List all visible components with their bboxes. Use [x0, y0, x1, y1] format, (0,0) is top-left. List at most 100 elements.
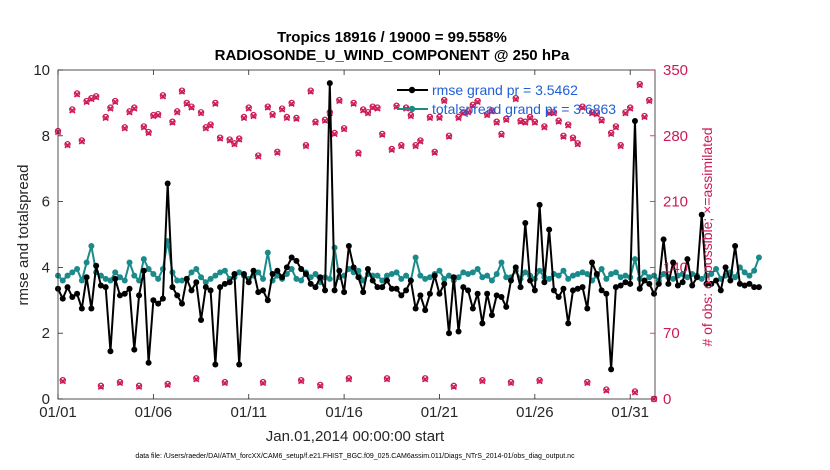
obs-possible-point	[135, 382, 143, 390]
rmse-point	[522, 219, 529, 226]
rmse-point	[589, 259, 596, 266]
obs-assimilated-point	[278, 106, 286, 113]
obs-assimilated-point	[350, 100, 357, 108]
rmse-point	[455, 328, 462, 335]
rmse-point	[164, 180, 171, 187]
totalspread-point	[178, 277, 185, 284]
obs-assimilated-point	[441, 97, 448, 105]
totalspread-point	[293, 275, 300, 282]
rmse-point	[393, 285, 400, 292]
totalspread-point	[751, 267, 758, 274]
obs-assimilated-point	[154, 111, 162, 119]
rmse-point	[169, 284, 176, 291]
rmse-point	[412, 305, 419, 312]
obs-possible-point	[603, 386, 610, 393]
obs-assimilated-point	[164, 381, 171, 389]
obs-assimilated-point	[360, 107, 367, 114]
rmse-point	[603, 290, 610, 297]
totalspread-point	[150, 270, 157, 277]
obs-possible-point	[345, 375, 353, 382]
obs-assimilated-point	[550, 110, 558, 117]
totalspread-point	[493, 270, 500, 277]
totalspread-point	[670, 275, 677, 282]
obs-assimilated-point	[612, 124, 620, 131]
obs-possible-point	[436, 113, 443, 121]
plot-area	[54, 80, 762, 403]
rmse-point	[436, 290, 443, 297]
obs-possible-point	[69, 106, 76, 113]
legend-spread-marker	[408, 105, 416, 113]
obs-assimilated-point	[379, 131, 386, 139]
totalspread-point	[140, 256, 147, 263]
totalspread-point	[69, 269, 76, 276]
rmse-point	[74, 290, 81, 297]
y-axis-label: rmse and totalspread	[15, 165, 32, 306]
rmse-point	[612, 284, 619, 291]
totalspread-point	[651, 272, 658, 279]
rmse-point	[722, 264, 729, 271]
obs-possible-point	[536, 377, 543, 384]
rmse-point	[312, 284, 319, 291]
axis-ticks: 01/01 01/06 01/11 01/16 01/21 01/26 01/31 0 2 4 6 8…	[33, 62, 688, 421]
obs-assimilated-point	[59, 377, 66, 385]
rmse-point	[322, 287, 329, 294]
obs-assimilated-point	[97, 383, 105, 390]
obs-assimilated-point	[627, 105, 634, 112]
obs-possible-point	[221, 378, 229, 386]
legend-spread-label: totalspread grand pr = 3.6863	[432, 101, 616, 117]
obs-possible-point	[421, 375, 429, 382]
obs-assimilated-point	[598, 117, 605, 124]
obs-possible-point	[73, 90, 81, 97]
totalspread-point	[698, 275, 705, 282]
totalspread-point	[198, 274, 205, 281]
totalspread-point	[479, 274, 486, 281]
obs-assimilated-point	[293, 115, 300, 123]
rmse-point	[593, 270, 600, 277]
obs-assimilated-point	[560, 133, 567, 140]
totalspread-point	[560, 267, 567, 274]
rmse-point	[584, 305, 591, 312]
x-axis-label: Jan.01,2014 00:00:00 start	[266, 428, 445, 445]
obs-assimilated-point	[140, 124, 147, 131]
totalspread-point	[746, 272, 753, 279]
obs-possible-point	[507, 378, 515, 386]
obs-assimilated-point	[269, 111, 276, 119]
rmse-point	[174, 292, 181, 299]
rmse-point	[298, 266, 305, 273]
rmse-point	[145, 359, 152, 366]
obs-possible-point	[503, 115, 510, 123]
totalspread-point	[83, 259, 90, 266]
totalspread-point	[713, 266, 720, 273]
axes-frame	[57, 69, 656, 400]
totalspread-point	[579, 269, 586, 276]
rmse-point	[140, 267, 147, 274]
rmse-point	[83, 274, 90, 281]
y-axis-label-right: # of obs: o=possible; ×=assimilated	[699, 127, 715, 346]
chart-subtitle: RADIOSONDE_U_WIND_COMPONENT @ 250 hPa	[215, 47, 570, 64]
rmse-point	[236, 361, 243, 368]
rmse-point	[350, 264, 357, 271]
rmse-point	[379, 284, 386, 291]
obs-possible-point	[560, 132, 567, 139]
rmse-point	[465, 287, 472, 294]
rmse-point	[336, 267, 343, 274]
totalspread-point	[236, 269, 243, 276]
x-tick-label: 01/11	[231, 404, 267, 421]
rmse-point	[651, 290, 658, 297]
obs-assimilated-point	[646, 97, 653, 105]
obs-possible-point	[274, 148, 281, 155]
rmse-point	[736, 280, 743, 287]
rmse-point	[264, 297, 271, 304]
rmse-point	[226, 279, 233, 286]
rmse-point	[488, 312, 495, 319]
obs-possible-point	[379, 130, 386, 138]
obs-possible-point	[622, 109, 629, 116]
y-tick-label: 8	[42, 128, 50, 145]
obs-possible-point	[307, 87, 314, 94]
rmse-point	[64, 284, 71, 291]
totalspread-point	[503, 274, 510, 281]
obs-assimilated-point	[545, 110, 553, 117]
rmse-line	[57, 82, 759, 371]
obs-possible-point	[240, 113, 248, 121]
